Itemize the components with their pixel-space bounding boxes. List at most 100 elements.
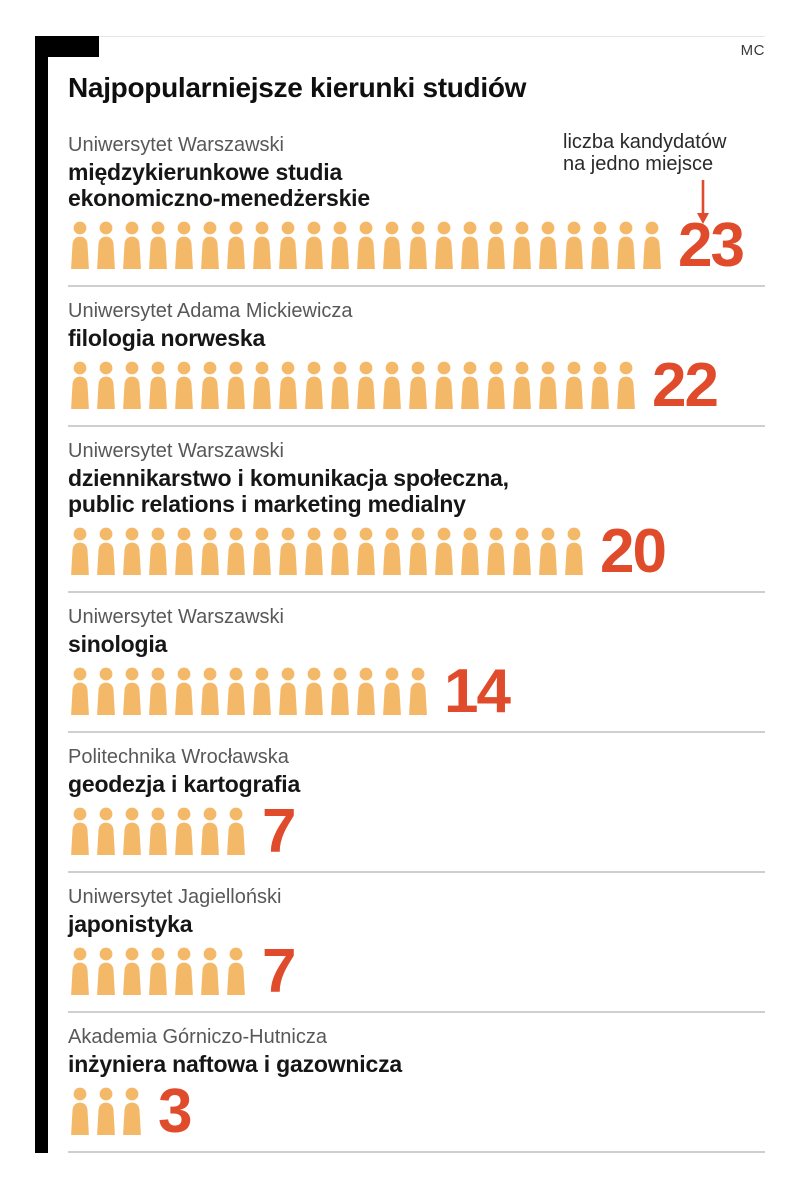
person-icon — [120, 361, 144, 409]
person-icon — [562, 361, 586, 409]
corner-mark — [35, 36, 99, 57]
person-icon — [432, 221, 456, 269]
person-icon — [354, 667, 378, 715]
person-icon — [536, 221, 560, 269]
person-icon — [484, 221, 508, 269]
person-icon — [172, 221, 196, 269]
person-icons — [68, 527, 588, 575]
person-icon — [68, 527, 92, 575]
person-icon — [276, 361, 300, 409]
person-icon — [94, 1087, 118, 1135]
person-icon — [172, 361, 196, 409]
person-icon — [172, 807, 196, 855]
person-icons — [68, 221, 666, 269]
person-icon — [94, 221, 118, 269]
person-icon — [120, 807, 144, 855]
person-icon — [224, 667, 248, 715]
person-icon — [120, 947, 144, 995]
value-label: 22 — [652, 351, 719, 420]
person-icon — [198, 667, 222, 715]
icon-row: 14 — [68, 661, 765, 723]
person-icons — [68, 807, 250, 855]
person-icon — [94, 947, 118, 995]
person-icon — [224, 221, 248, 269]
person-icon — [198, 807, 222, 855]
person-icon — [68, 1087, 92, 1135]
person-icon — [224, 527, 248, 575]
top-rule — [99, 36, 765, 37]
program-name: geodezja i kartografia — [68, 771, 301, 797]
person-icon — [120, 667, 144, 715]
person-icon — [354, 221, 378, 269]
person-icon — [224, 947, 248, 995]
person-icon — [68, 807, 92, 855]
page-title: Najpopularniejsze kierunki studiów — [68, 72, 527, 103]
person-icon — [562, 221, 586, 269]
person-icon — [328, 361, 352, 409]
person-icon — [432, 527, 456, 575]
person-icons — [68, 1087, 146, 1135]
byline-label: MC — [740, 42, 765, 59]
program-name: filologia norweska — [68, 325, 266, 351]
chart-row: Uniwersytet Warszawski sinologia 14 — [68, 591, 765, 731]
chart-row: Uniwersytet Warszawski międzykierunkowe … — [68, 121, 765, 285]
person-icon — [198, 221, 222, 269]
person-icon — [276, 527, 300, 575]
university-name: Uniwersytet Adama Mickiewicza — [68, 300, 353, 322]
person-icon — [640, 221, 664, 269]
person-icon — [432, 361, 456, 409]
person-icon — [302, 361, 326, 409]
university-name: Uniwersytet Warszawski — [68, 606, 284, 628]
person-icon — [406, 221, 430, 269]
value-annotation: liczba kandydatów na jedno miejsce — [563, 131, 727, 224]
arrow-down-icon — [697, 180, 709, 224]
person-icon — [484, 527, 508, 575]
annotation-line-1: liczba kandydatów — [563, 131, 727, 153]
value-label: 7 — [262, 937, 297, 1006]
person-icon — [250, 667, 274, 715]
icon-row: 3 — [68, 1077, 765, 1146]
person-icon — [354, 527, 378, 575]
person-icon — [94, 807, 118, 855]
person-icon — [510, 361, 534, 409]
person-icon — [146, 361, 170, 409]
person-icons — [68, 667, 432, 715]
person-icon — [172, 667, 196, 715]
person-icon — [328, 221, 352, 269]
university-name: Uniwersytet Warszawski — [68, 134, 284, 156]
university-name: Akademia Górniczo-Hutnicza — [68, 1026, 327, 1048]
person-icon — [588, 221, 612, 269]
person-icon — [302, 527, 326, 575]
person-icon — [68, 361, 92, 409]
person-icon — [146, 221, 170, 269]
person-icon — [198, 361, 222, 409]
chart-row: Akademia Górniczo-Hutnicza inżyniera naf… — [68, 1011, 765, 1151]
person-icon — [198, 947, 222, 995]
person-icon — [94, 667, 118, 715]
person-icon — [380, 361, 404, 409]
chart-row: Uniwersytet Warszawski dziennikarstwo i … — [68, 425, 765, 591]
value-label: 7 — [262, 797, 297, 866]
person-icon — [406, 667, 430, 715]
person-icon — [614, 361, 638, 409]
icon-row: 7 — [68, 797, 765, 866]
icon-row: 23 — [68, 211, 765, 280]
value-label: 23 — [678, 211, 745, 280]
person-icon — [146, 807, 170, 855]
program-name: sinologia — [68, 631, 168, 657]
person-icon — [484, 361, 508, 409]
person-icon — [68, 221, 92, 269]
icon-row: 22 — [68, 351, 765, 420]
person-icon — [354, 361, 378, 409]
university-name: Uniwersytet Warszawski — [68, 440, 284, 462]
value-label: 3 — [158, 1077, 193, 1146]
person-icon — [146, 947, 170, 995]
person-icon — [120, 527, 144, 575]
person-icon — [406, 527, 430, 575]
chart-rows: Uniwersytet Warszawski międzykierunkowe … — [68, 121, 765, 1153]
person-icon — [302, 221, 326, 269]
person-icon — [94, 527, 118, 575]
person-icon — [328, 527, 352, 575]
person-icon — [406, 361, 430, 409]
